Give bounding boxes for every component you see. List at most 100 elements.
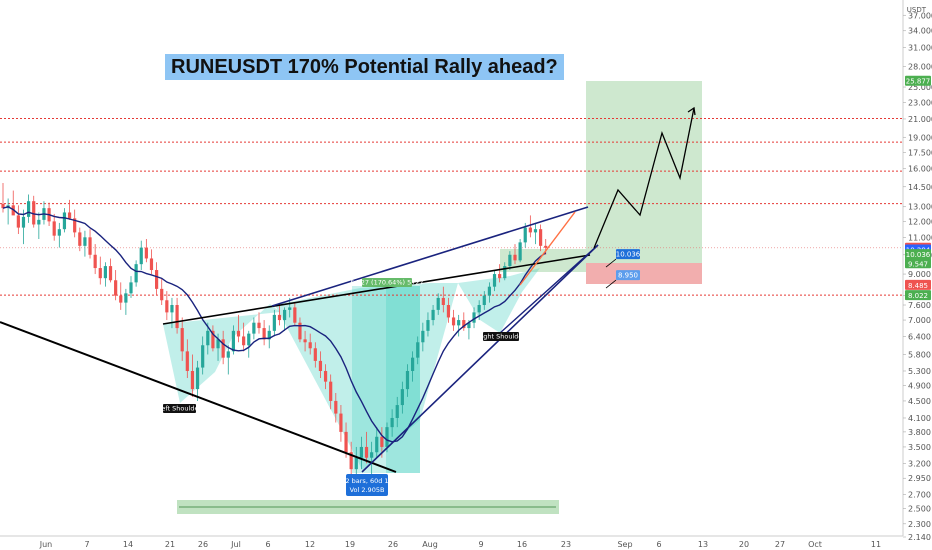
candle-body	[390, 417, 394, 428]
target-zone	[586, 81, 702, 263]
candle-body	[175, 305, 179, 329]
candle-body	[201, 345, 205, 368]
candle-body	[451, 317, 456, 326]
candle-body	[37, 219, 41, 225]
candle-body	[98, 268, 102, 279]
price-tag-4-bg	[905, 258, 931, 269]
candle-body	[288, 307, 292, 310]
candle-body	[492, 274, 497, 287]
candle-body	[73, 218, 77, 233]
x-tick-label: 12	[305, 540, 315, 549]
candle-body	[283, 309, 287, 321]
x-tick-label: 14	[123, 540, 133, 549]
y-tick-label: 2.500	[908, 505, 931, 514]
y-tick-label: 23.000	[908, 98, 932, 107]
projection-path	[593, 107, 695, 249]
x-tick-label: 19	[345, 540, 355, 549]
candle-body	[165, 300, 169, 313]
x-tick-label: 9	[478, 540, 483, 549]
candle-body	[539, 229, 543, 246]
y-tick-label: 37.000	[908, 11, 932, 20]
callout-1-pointer	[605, 279, 617, 289]
candle-body	[216, 339, 220, 349]
candle-body	[508, 254, 512, 267]
candle-body	[503, 266, 507, 279]
price-tag-6-bg	[905, 290, 931, 301]
candle-body	[221, 339, 225, 358]
candle-body	[426, 320, 430, 331]
candle-body	[482, 295, 486, 306]
candle-body	[252, 322, 256, 334]
y-tick-label: 3.500	[908, 443, 931, 452]
y-tick-label: 31.000	[908, 44, 932, 53]
y-tick-label: 9.000	[908, 270, 931, 279]
candle-body	[242, 336, 246, 346]
x-tick-label: 11	[871, 540, 881, 549]
candle-body	[185, 351, 189, 371]
candles	[1, 183, 548, 479]
x-tick-label: 20	[739, 540, 749, 549]
candle-body	[344, 431, 348, 453]
y-tick-label: 25.000	[908, 83, 932, 92]
y-tick-label: 2.140	[908, 533, 931, 542]
candle-body	[431, 309, 435, 321]
measure-label-bg	[362, 278, 412, 287]
y-tick-label: 4.500	[908, 397, 931, 406]
x-tick-label: Jun	[39, 540, 53, 549]
neckline	[162, 254, 591, 325]
y-tick-label: 5.300	[908, 367, 931, 376]
candle-body	[62, 212, 67, 230]
candle-body	[313, 348, 317, 361]
left-shoulder-zone	[163, 304, 280, 403]
price-tag-0-bg	[905, 75, 931, 86]
candle-body	[236, 330, 241, 337]
candle-body	[129, 282, 133, 294]
candle-body	[462, 320, 466, 329]
candle-body	[57, 229, 61, 236]
left-shoulder-label-bg	[163, 404, 196, 413]
candle-body	[364, 446, 369, 458]
y-tick-label: 6.400	[908, 332, 931, 341]
price-tag-6: 8.022	[908, 292, 928, 300]
candle-body	[349, 452, 353, 470]
projection-arrowhead	[687, 106, 696, 116]
candle-body	[139, 247, 143, 265]
y-tick-label: 2.950	[908, 474, 931, 483]
upper-channel-line	[271, 206, 589, 307]
candle-body	[124, 293, 128, 303]
price-tag-3-bg	[905, 249, 931, 260]
candle-body	[134, 264, 138, 283]
candle-body	[354, 457, 358, 470]
candle-body	[1, 203, 5, 209]
measure-stats-bg	[346, 474, 388, 496]
callout-1-bg	[616, 270, 640, 281]
candle-body	[114, 280, 118, 296]
y-tick-label: 28.000	[908, 62, 932, 71]
candle-body	[78, 232, 82, 246]
candle-body	[380, 436, 384, 447]
candle-body	[93, 254, 97, 269]
y-tick-label: 17.500	[908, 148, 932, 157]
measure-label: 5.727 (170.64%) 5727	[350, 279, 423, 287]
y-tick-label: 2.700	[908, 490, 931, 499]
candle-body	[52, 221, 56, 236]
candle-body	[211, 330, 215, 349]
candle-body	[226, 351, 230, 358]
candle-body	[195, 367, 200, 390]
right-shoulder-label: Right Shoulder	[477, 333, 525, 341]
measure-volume-label: Vol 2.905B	[350, 486, 385, 494]
x-tick-label: Aug	[422, 540, 438, 549]
currency-label: USDT	[906, 6, 926, 14]
candle-body	[267, 330, 271, 340]
candle-body	[329, 381, 333, 401]
candle-body	[247, 333, 251, 346]
y-tick-label: 7.000	[908, 316, 931, 325]
candle-body	[477, 305, 481, 313]
candle-body	[385, 427, 389, 447]
candle-body	[262, 328, 266, 340]
x-tick-label: 21	[165, 540, 175, 549]
x-tick-label: 16	[517, 540, 527, 549]
candle-body	[518, 242, 522, 261]
